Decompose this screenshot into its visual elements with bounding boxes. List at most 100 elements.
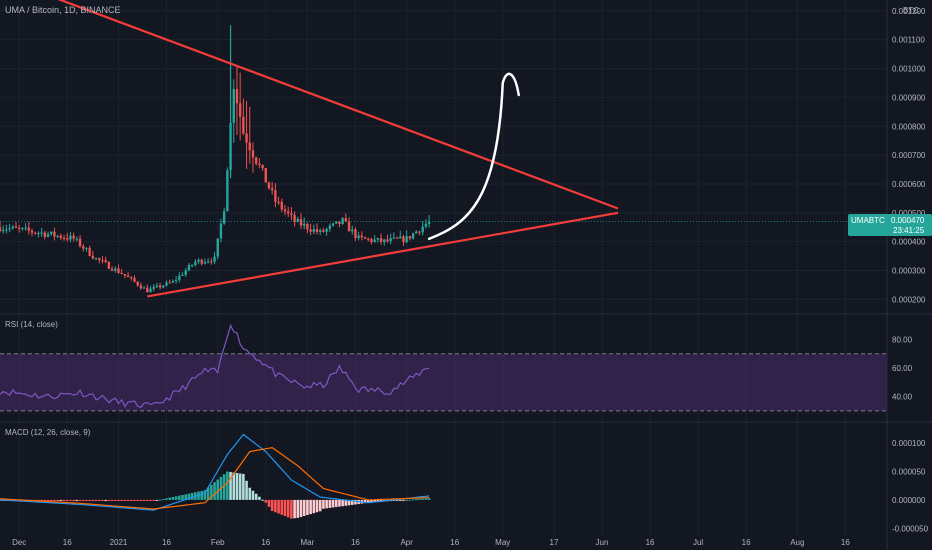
candle-body <box>312 229 316 232</box>
price-tick-label: 0.001100 <box>892 36 925 45</box>
macd-histogram-bar <box>242 473 245 500</box>
macd-histogram-bar <box>129 499 133 502</box>
candle-body <box>235 89 239 104</box>
candle-body <box>2 229 5 232</box>
candle-body <box>168 282 171 284</box>
candle-body <box>399 236 402 239</box>
macd-histogram-bar <box>72 499 75 502</box>
macd-histogram-bar <box>254 493 258 500</box>
x-tick-label: Jul <box>693 538 703 547</box>
macd-histogram-bar <box>408 499 412 501</box>
macd-pane[interactable] <box>0 433 431 519</box>
price-tag[interactable]: UMABTC 0.000470 23:41:25 <box>848 214 932 236</box>
rsi-tick-label: 40.00 <box>892 393 913 402</box>
macd-histogram-bar <box>97 499 101 502</box>
macd-histogram-bar <box>402 499 405 501</box>
x-tick-label: May <box>495 538 510 547</box>
macd-histogram-bar <box>306 499 309 516</box>
macd-histogram-bar <box>120 499 123 502</box>
macd-histogram-bar <box>187 493 191 500</box>
price-tick-label: 0.000400 <box>892 238 926 247</box>
candle-body <box>123 274 127 276</box>
candle-body <box>408 236 412 239</box>
macd-histogram-bar <box>421 498 424 500</box>
macd-histogram-bar <box>178 495 181 500</box>
candle-body <box>18 227 21 229</box>
macd-histogram-bar <box>350 499 354 505</box>
price-pane[interactable] <box>0 0 887 298</box>
macd-histogram-bar <box>69 499 72 502</box>
macd-histogram-bar <box>88 499 91 502</box>
candle-body <box>53 231 56 237</box>
macd-histogram-bar <box>139 499 143 502</box>
triangle-lower-trendline[interactable] <box>147 211 619 298</box>
price-tag-value: 0.000470 <box>891 216 925 225</box>
macd-histogram-bar <box>107 499 111 502</box>
macd-histogram-bar <box>267 499 271 507</box>
macd-histogram-bar <box>331 499 335 508</box>
rsi-pane[interactable] <box>0 323 887 412</box>
candle-body <box>40 232 43 234</box>
macd-histogram-bar <box>126 499 130 502</box>
candle-body <box>34 232 37 234</box>
price-tick-label: 0.000700 <box>892 151 926 160</box>
candle-body <box>66 238 69 240</box>
macd-histogram-bar <box>213 482 216 500</box>
macd-histogram-bar <box>216 479 220 500</box>
x-tick-label: 2021 <box>110 538 128 547</box>
candle-body <box>373 239 376 242</box>
candle-body <box>30 230 34 233</box>
macd-line[interactable] <box>0 433 430 511</box>
candle-body <box>178 275 181 281</box>
candle-body <box>56 235 59 237</box>
macd-histogram-bar <box>171 496 175 500</box>
macd-histogram-bar <box>283 499 287 517</box>
macd-histogram-bar <box>248 487 252 500</box>
macd-histogram-bar <box>328 499 332 508</box>
price-tag-ticker: UMABTC <box>851 216 885 225</box>
macd-histogram-bar <box>91 499 95 502</box>
candle-body <box>46 234 50 237</box>
price-tick-label: 0.001200 <box>892 7 926 16</box>
price-tick-label: 0.001000 <box>892 65 926 74</box>
candle-body <box>21 228 24 230</box>
triangle-upper-trendline[interactable] <box>51 0 619 210</box>
macd-histogram-bar <box>366 499 370 503</box>
candle-body <box>379 238 383 242</box>
signal-line[interactable] <box>0 446 430 510</box>
macd-histogram-bar <box>117 499 120 502</box>
macd-histogram-bar <box>104 499 107 502</box>
x-tick-label: Dec <box>12 538 26 547</box>
x-tick-label: Mar <box>301 538 315 547</box>
rsi-tick-label: 60.00 <box>892 364 913 373</box>
x-tick-label: Aug <box>790 538 804 547</box>
macd-histogram-bar <box>142 499 146 502</box>
macd-histogram-bar <box>110 499 114 502</box>
candle-body <box>357 235 360 239</box>
candle-body <box>402 236 405 243</box>
x-tick-label: 16 <box>261 538 270 547</box>
macd-histogram-bar <box>405 499 408 501</box>
candle-body <box>418 231 421 233</box>
rsi-line[interactable] <box>0 323 430 409</box>
candle-body <box>306 223 309 230</box>
candle-body <box>331 223 335 226</box>
macd-histogram-bar <box>290 499 293 519</box>
drawn-arrow[interactable] <box>427 72 520 241</box>
candle-body <box>130 277 133 279</box>
macd-histogram-bar <box>206 487 210 500</box>
candle-body <box>139 285 143 289</box>
candle-body <box>107 262 111 269</box>
candle-body <box>78 238 82 247</box>
x-tick-label: Feb <box>211 538 225 547</box>
axes: Dec 16 2021 16 Feb 16 Mar 16 Apr 16 May 17 Jun 16 Jul 1… <box>12 7 928 547</box>
macd-histogram-bar <box>174 496 178 500</box>
candle-body <box>389 238 392 242</box>
macd-histogram-bar <box>322 499 325 509</box>
candle-body <box>351 229 354 232</box>
candle-body <box>59 235 63 239</box>
candle-body <box>258 163 261 165</box>
candle-body <box>14 226 18 228</box>
